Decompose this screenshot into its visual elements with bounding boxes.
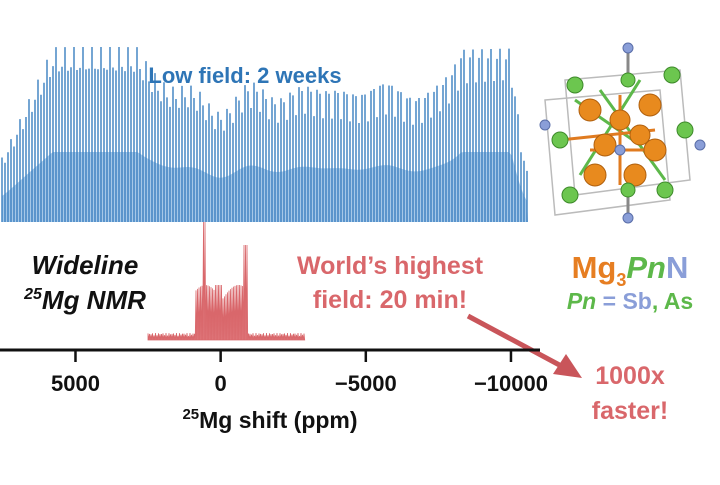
- superscript: 25: [23, 286, 43, 303]
- x-axis: 5000 0 −5000 −10000: [0, 348, 548, 396]
- spectra: [1, 47, 528, 341]
- compound-formula: Mg3PnN: [572, 250, 689, 290]
- tick-label: 5000: [51, 371, 100, 396]
- element: N: [666, 250, 688, 285]
- speedup-line2: faster!: [592, 397, 668, 425]
- method-line1: Wideline: [32, 250, 139, 280]
- tick-label: −10000: [474, 371, 548, 396]
- speedup-line1: 1000x: [595, 362, 665, 390]
- title: Low field: 2 weeks: [148, 63, 341, 88]
- equals: =: [596, 288, 622, 314]
- comma: ,: [652, 288, 664, 314]
- tick-label: −5000: [335, 371, 397, 396]
- sb: Sb: [622, 288, 651, 314]
- pn-note: Pn = Sb, As: [567, 288, 693, 314]
- crystal-structure: [539, 42, 706, 224]
- high-field-line1: World’s highest: [297, 252, 484, 280]
- arrow: [466, 313, 582, 378]
- high-field-spectrum: [147, 221, 306, 341]
- tick-label: 0: [215, 371, 227, 396]
- method-text: Mg NMR: [42, 285, 146, 315]
- as: As: [664, 288, 693, 314]
- axis-label: 25Mg shift (ppm): [182, 406, 357, 433]
- element: Pn: [626, 250, 666, 285]
- element: Mg: [572, 250, 617, 285]
- superscript: 25: [182, 406, 199, 423]
- low-field-spectrum: [1, 47, 528, 222]
- method-line2: 25Mg NMR: [23, 285, 146, 315]
- pn: Pn: [567, 288, 596, 314]
- subscript: 3: [616, 270, 626, 290]
- axis-label-text: Mg shift (ppm): [199, 407, 357, 433]
- high-field-line2: field: 20 min!: [313, 286, 467, 314]
